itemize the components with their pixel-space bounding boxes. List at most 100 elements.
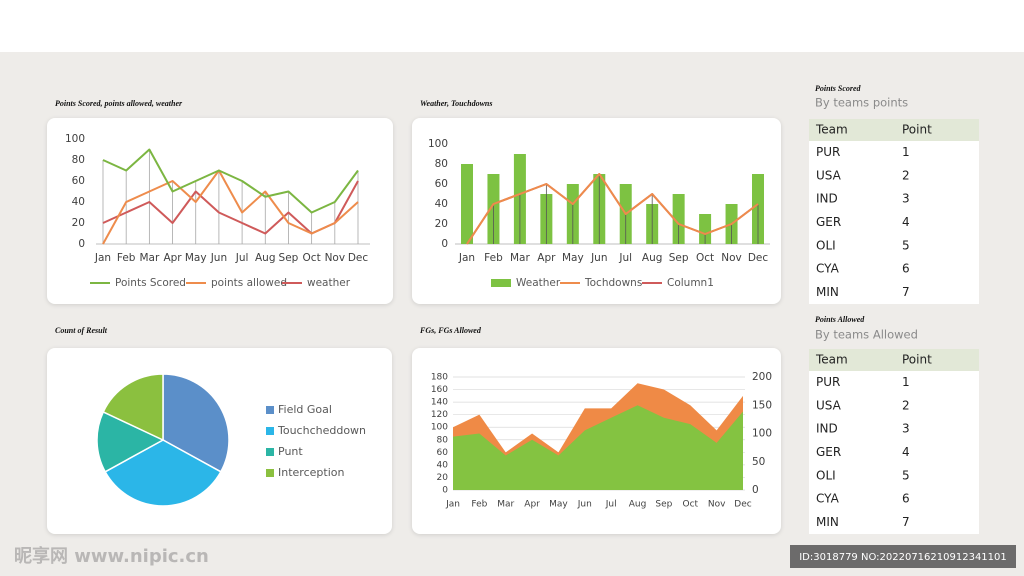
line	[466, 173, 759, 245]
bar	[461, 164, 473, 244]
table-cell: CYA	[816, 492, 840, 506]
table-cell: GER	[816, 215, 841, 229]
x-tick-label: Jan	[445, 500, 460, 510]
table-cell: 1	[902, 145, 910, 159]
y-tick-label: 40	[437, 460, 449, 470]
y2-tick-label: 50	[752, 456, 765, 468]
x-tick-label: Aug	[642, 252, 663, 264]
x-tick-label: May	[549, 500, 568, 510]
table-title: Points Scored	[815, 84, 862, 93]
table-cell: 4	[902, 445, 910, 459]
legend-label: Column1	[667, 277, 714, 289]
watermark: 昵享网 www.nipic.cn	[14, 545, 209, 567]
table-cell: 5	[902, 468, 910, 482]
y-tick-label: 80	[435, 158, 448, 170]
y2-tick-label: 200	[752, 371, 772, 383]
table-body	[809, 119, 979, 304]
image-id: ID:3018779 NO:20220716210912341101	[799, 552, 1007, 563]
table-cell: 4	[902, 215, 910, 229]
y-tick-label: 40	[435, 198, 448, 210]
x-tick-label: Apr	[524, 500, 540, 510]
x-tick-label: Jun	[577, 500, 592, 510]
legend-label: Punt	[278, 445, 303, 458]
x-tick-label: Jan	[94, 252, 111, 264]
table-cell: 5	[902, 238, 910, 252]
x-tick-label: Jun	[210, 252, 227, 264]
y-tick-label: 0	[442, 486, 448, 496]
x-tick-label: Mar	[497, 500, 514, 510]
y2-tick-label: 0	[752, 484, 759, 496]
header-cell: Point	[902, 123, 932, 137]
table-cell: 3	[902, 422, 910, 436]
y2-tick-label: 100	[752, 428, 772, 440]
x-tick-label: Oct	[696, 252, 714, 264]
legend-label: Tochdowns	[584, 277, 642, 289]
x-tick-label: Feb	[484, 252, 503, 264]
x-tick-label: Apr	[163, 252, 182, 264]
y-tick-label: 140	[431, 398, 448, 408]
table-cell: IND	[816, 192, 838, 206]
table-cell: 6	[902, 492, 910, 506]
table-cell: OLI	[816, 238, 836, 252]
area	[453, 405, 743, 490]
pie-slice	[96, 410, 165, 473]
table-title: Points Allowed	[815, 315, 865, 324]
table-cell: MIN	[816, 285, 839, 299]
y-tick-label: 20	[437, 473, 449, 483]
legend-label: points allowed	[211, 277, 287, 289]
x-tick-label: Dec	[748, 252, 769, 264]
table-cell: 7	[902, 515, 910, 529]
table-cell: OLI	[816, 468, 836, 482]
x-tick-label: Nov	[708, 500, 726, 510]
bar	[699, 214, 712, 244]
x-tick-label: May	[185, 252, 207, 264]
table-header	[809, 349, 979, 371]
x-tick-label: Mar	[510, 252, 530, 264]
table-cell: 7	[902, 285, 910, 299]
x-tick-label: Jun	[590, 252, 607, 264]
y-tick-label: 80	[72, 154, 85, 166]
x-tick-label: Apr	[537, 252, 556, 264]
line	[102, 148, 359, 214]
y-tick-label: 100	[431, 423, 448, 433]
table-cell: IND	[816, 422, 838, 436]
table-cell: 6	[902, 262, 910, 276]
table-cell: CYA	[816, 262, 840, 276]
table-cell: 1	[902, 375, 910, 389]
x-tick-label: Nov	[721, 252, 742, 264]
y2-tick-label: 150	[752, 399, 772, 411]
header-cell: Team	[815, 353, 848, 367]
table-cell: 2	[902, 168, 910, 182]
x-tick-label: Sep	[669, 252, 689, 264]
table-cell: MIN	[816, 515, 839, 529]
legend-label: Interception	[278, 466, 344, 479]
header-cell: Point	[902, 353, 932, 367]
table-cell: 2	[902, 398, 910, 412]
table-cell: USA	[816, 168, 842, 182]
y-tick-label: 0	[78, 238, 85, 250]
x-tick-label: Jan	[458, 252, 475, 264]
x-tick-label: Dec	[348, 252, 369, 264]
x-tick-label: Sep	[279, 252, 299, 264]
legend-swatch	[491, 279, 511, 287]
x-tick-label: Dec	[734, 500, 751, 510]
y-tick-label: 180	[431, 373, 448, 383]
y-tick-label: 40	[72, 196, 85, 208]
y-tick-label: 20	[435, 218, 448, 230]
bar	[672, 194, 685, 244]
x-tick-label: Jul	[618, 252, 632, 264]
x-tick-label: Jul	[235, 252, 249, 264]
table-subtitle: By teams Allowed	[815, 328, 918, 342]
x-tick-label: Oct	[303, 252, 321, 264]
y-tick-label: 100	[428, 138, 448, 150]
header-cell: Team	[815, 123, 848, 137]
pie-slice	[102, 373, 164, 442]
pie-slice	[162, 373, 230, 473]
x-tick-label: Oct	[682, 500, 698, 510]
x-tick-label: Mar	[139, 252, 159, 264]
x-tick-label: Feb	[117, 252, 136, 264]
chart-title: Count of Result	[55, 326, 108, 335]
top-bar	[0, 0, 1024, 52]
x-tick-label: Jul	[605, 500, 617, 510]
